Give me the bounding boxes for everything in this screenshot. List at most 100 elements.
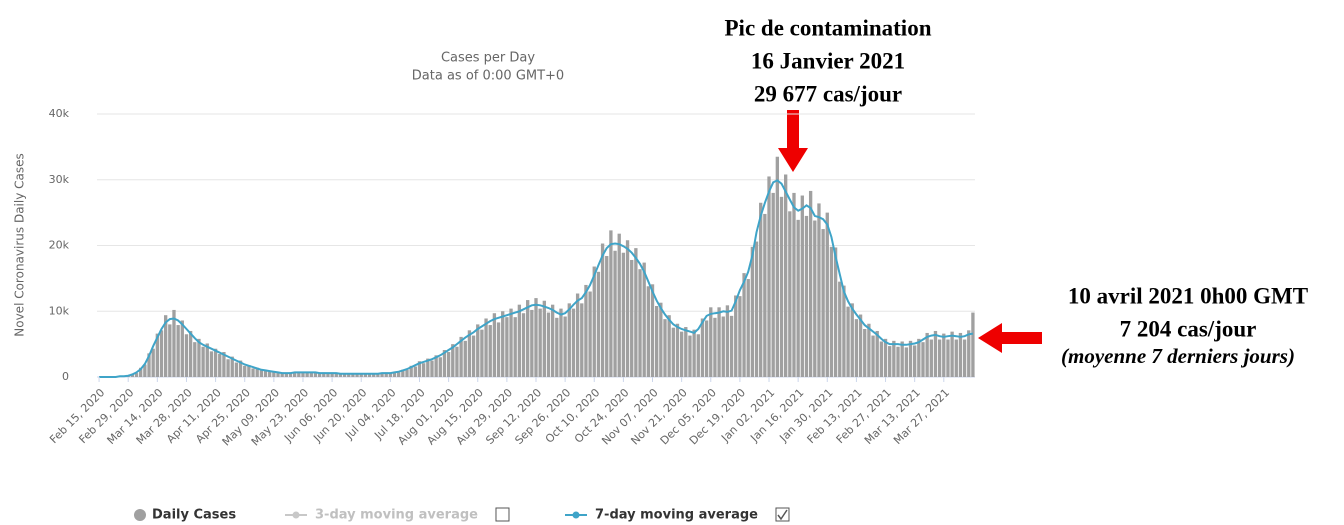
- bar: [342, 374, 347, 377]
- bar: [392, 371, 397, 377]
- bar: [584, 284, 588, 377]
- bar: [467, 330, 472, 377]
- bar: [147, 353, 151, 377]
- bar: [434, 355, 438, 377]
- bar: [575, 293, 580, 377]
- bar: [480, 329, 484, 377]
- bar: [617, 233, 621, 377]
- bar: [684, 327, 688, 377]
- bar: [555, 317, 559, 377]
- annotation: (moyenne 7 derniers jours): [1061, 344, 1295, 368]
- bar: [850, 303, 854, 377]
- bar: [642, 262, 646, 377]
- bar: [322, 372, 326, 377]
- bar: [750, 246, 755, 377]
- moving-average-line: [99, 179, 974, 378]
- bar: [713, 317, 717, 377]
- bar: [488, 325, 492, 377]
- bar: [313, 371, 318, 377]
- legend-label: 3-day moving average: [315, 508, 478, 523]
- bar: [937, 339, 942, 377]
- bar: [292, 373, 297, 377]
- bar: [729, 315, 734, 377]
- bar: [775, 156, 780, 377]
- legend-marker: [292, 511, 300, 519]
- bar: [471, 335, 476, 377]
- bar: [438, 357, 442, 377]
- bar: [526, 300, 530, 377]
- bar: [188, 330, 193, 377]
- bar: [917, 338, 921, 377]
- bar: [413, 366, 417, 377]
- bar: [209, 351, 214, 377]
- bar: [788, 211, 792, 377]
- bar: [530, 309, 534, 377]
- bar: [721, 316, 725, 377]
- bar: [226, 359, 230, 377]
- bar: [417, 361, 422, 377]
- bar: [155, 333, 160, 377]
- bar: [725, 305, 730, 377]
- y-tick-label: 30k: [49, 173, 70, 186]
- bar: [742, 273, 746, 377]
- bar: [609, 230, 613, 377]
- bar: [630, 259, 634, 377]
- legend-checkbox[interactable]: [495, 507, 510, 522]
- bar: [754, 241, 759, 377]
- legend-label: 7-day moving average: [595, 508, 758, 523]
- bar: [605, 256, 609, 377]
- bar: [218, 353, 222, 377]
- bar: [305, 371, 309, 377]
- bar: [817, 203, 821, 377]
- annotation: 16 Janvier 2021: [751, 48, 905, 73]
- bar: [451, 344, 455, 377]
- bar: [442, 350, 447, 377]
- legend-checkbox[interactable]: [775, 507, 790, 522]
- bar: [280, 372, 284, 377]
- bar: [671, 327, 675, 377]
- bar: [363, 373, 368, 377]
- checkmark: [777, 509, 788, 521]
- bar: [580, 303, 584, 377]
- bar: [613, 250, 617, 377]
- annotation: 29 677 cas/jour: [754, 81, 902, 106]
- bar: [546, 312, 551, 377]
- bar: [359, 373, 363, 377]
- bar: [896, 346, 900, 377]
- bar: [272, 371, 276, 377]
- bar: [921, 342, 925, 377]
- legend-marker: [572, 511, 580, 519]
- bar: [268, 371, 272, 377]
- bar: [163, 315, 168, 377]
- bar: [663, 319, 667, 377]
- bar: [875, 330, 879, 377]
- bar: [276, 373, 280, 377]
- bar: [808, 190, 813, 377]
- bar: [771, 192, 775, 377]
- bar: [858, 314, 863, 377]
- bar: [838, 281, 842, 377]
- bar: [800, 195, 804, 377]
- bar: [933, 330, 938, 377]
- bar: [538, 308, 542, 377]
- bar: [284, 373, 288, 377]
- bar: [704, 320, 709, 377]
- bar: [954, 339, 958, 377]
- bar: [717, 307, 721, 377]
- bar: [746, 279, 750, 377]
- annotation: 10 avril 2021 0h00 GMT: [1068, 283, 1308, 308]
- bar: [900, 341, 904, 377]
- bar: [634, 248, 638, 377]
- bar: [180, 320, 184, 377]
- bar: [929, 339, 933, 377]
- bar: [596, 271, 601, 377]
- legend-marker: [134, 509, 146, 521]
- bar: [563, 316, 567, 377]
- bar: [446, 352, 451, 377]
- bar: [796, 219, 800, 377]
- bar: [679, 331, 684, 377]
- bar: [397, 372, 401, 377]
- bar: [825, 212, 829, 377]
